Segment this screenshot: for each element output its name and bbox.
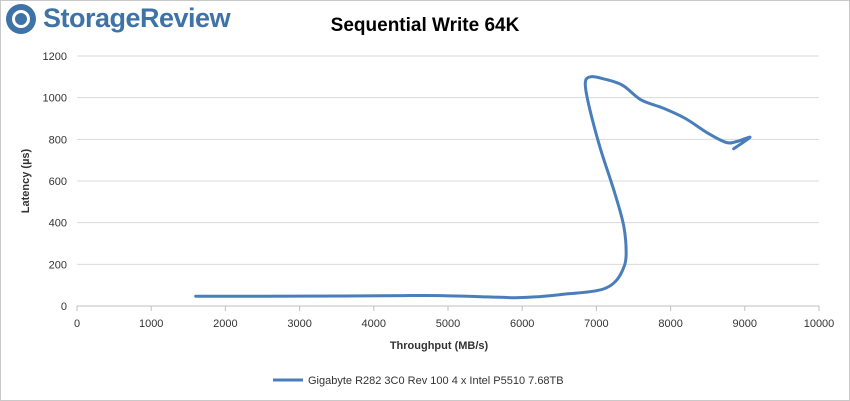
y-tick-labels: 0 200 400 600 800 1000 1200 — [43, 51, 67, 313]
x-tick-label-8000: 8000 — [658, 318, 682, 330]
x-tick-label-1000: 1000 — [139, 318, 163, 330]
y-tick-label-400: 400 — [49, 218, 67, 230]
x-tick-label-9000: 9000 — [733, 318, 757, 330]
y-axis-title: Latency (µs) — [20, 148, 32, 213]
logo-mark-icon — [6, 3, 36, 34]
chart-title: Sequential Write 64K — [331, 15, 520, 36]
y-tick-label-1200: 1200 — [43, 51, 67, 63]
series-lines — [194, 75, 752, 300]
legend-label: Gigabyte R282 3C0 Rev 100 4 x Intel P551… — [308, 375, 564, 387]
storagereview-logo: StorageReview — [6, 3, 231, 34]
y-tick-label-0: 0 — [61, 301, 67, 313]
y-tick-label-1000: 1000 — [43, 93, 67, 105]
x-tick-label-3000: 3000 — [287, 318, 311, 330]
x-tick-label-6000: 6000 — [510, 318, 534, 330]
axes — [76, 305, 820, 311]
series-line-0 — [194, 75, 752, 300]
y-tick-label-800: 800 — [49, 134, 67, 146]
x-tick-label-0: 0 — [74, 318, 80, 330]
y-tick-label-600: 600 — [49, 176, 67, 188]
y-tick-label-200: 200 — [49, 259, 67, 271]
x-tick-label-10000: 10000 — [804, 318, 835, 330]
x-tick-labels: 0 1000 2000 3000 4000 5000 6000 7000 8000 9000 100… — [74, 318, 834, 330]
legend: Gigabyte R282 3C0 Rev 100 4 x Intel P551… — [273, 375, 564, 387]
x-tick-label-7000: 7000 — [584, 318, 608, 330]
x-tick-label-5000: 5000 — [436, 318, 460, 330]
x-axis-title: Throughput (MB/s) — [390, 340, 489, 352]
x-tick-label-4000: 4000 — [362, 318, 386, 330]
x-tick-label-2000: 2000 — [213, 318, 237, 330]
grid-lines — [77, 55, 819, 265]
logo-text: StorageReview — [43, 3, 231, 33]
